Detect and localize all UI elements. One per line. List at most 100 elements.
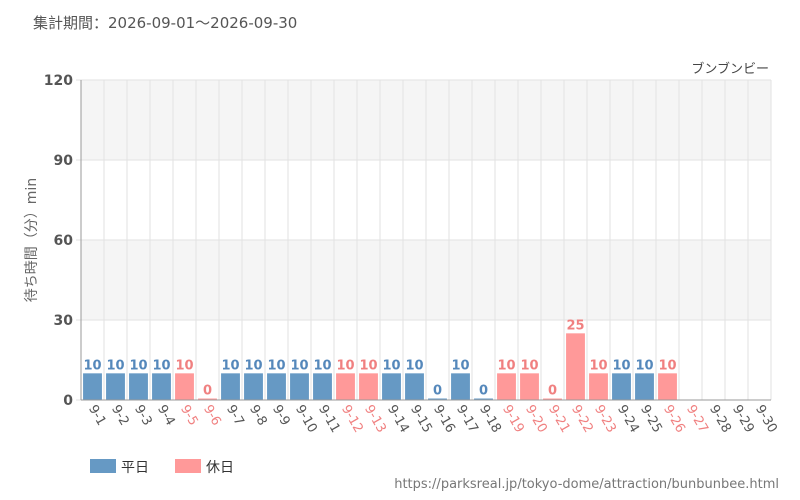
x-tick-label-9-6: 9-6 (200, 403, 224, 429)
data-labels: 10 10 10 10 10 0 10 10 10 10 10 10 10 10 10 0 10 0 10 10 0 25… (83, 318, 676, 398)
bar-9-14 (382, 373, 401, 400)
data-label-9-19: 10 (497, 358, 515, 373)
x-tick-label-9-26: 9-26 (660, 403, 688, 436)
x-tick-label-9-30: 9-30 (752, 403, 780, 436)
bar-9-23 (589, 373, 608, 400)
x-tick-label-9-3: 9-3 (131, 403, 155, 429)
x-tick-label-9-11: 9-11 (315, 403, 343, 436)
bar-9-2 (106, 373, 125, 400)
x-tick-label-9-17: 9-17 (453, 403, 481, 436)
data-label-9-20: 10 (520, 358, 538, 373)
bar-9-18 (474, 398, 493, 400)
data-label-9-6: 0 (203, 384, 212, 399)
y-axis-label: 待ち時間（分）min (24, 178, 40, 302)
data-label-9-18: 0 (479, 384, 488, 399)
x-tick-label-9-8: 9-8 (246, 403, 270, 429)
bar-9-16 (428, 398, 447, 400)
y-tick-label: 90 (54, 153, 74, 169)
data-label-9-3: 10 (129, 358, 147, 373)
chart-title: ブンブンビー (691, 61, 769, 77)
legend: 平日 休日 (90, 459, 234, 476)
bar-9-1 (83, 373, 102, 400)
x-tick-label-9-12: 9-12 (338, 403, 366, 436)
bar-9-24 (612, 373, 631, 400)
bar-9-3 (129, 373, 148, 400)
data-label-9-11: 10 (313, 358, 331, 373)
x-tick-label-9-4: 9-4 (154, 403, 178, 429)
data-label-9-22: 25 (566, 318, 584, 333)
x-tick-label-9-22: 9-22 (568, 403, 596, 436)
x-tick-label-9-19: 9-19 (499, 403, 527, 436)
y-tick-labels: 0 30 60 90 120 (44, 73, 73, 409)
data-label-9-15: 10 (405, 358, 423, 373)
bar-9-5 (175, 373, 194, 400)
legend-label-holiday: 休日 (206, 460, 234, 476)
y-tick-label: 60 (54, 233, 74, 249)
bar-9-20 (520, 373, 539, 400)
bar-9-8 (244, 373, 263, 400)
data-label-9-13: 10 (359, 358, 377, 373)
x-tick-label-9-20: 9-20 (522, 403, 550, 436)
bar-9-7 (221, 373, 240, 400)
data-label-9-16: 0 (433, 384, 442, 399)
legend-label-weekday: 平日 (121, 460, 149, 476)
bars (83, 333, 677, 400)
data-label-9-14: 10 (382, 358, 400, 373)
data-label-9-25: 10 (635, 358, 653, 373)
data-label-9-5: 10 (175, 358, 193, 373)
bar-9-26 (658, 373, 677, 400)
data-label-9-4: 10 (152, 358, 170, 373)
y-tick-label: 0 (63, 393, 73, 409)
x-tick-label-9-28: 9-28 (706, 403, 734, 436)
data-label-9-10: 10 (290, 358, 308, 373)
y-tick-label: 120 (44, 73, 73, 89)
data-label-9-1: 10 (83, 358, 101, 373)
bar-9-6 (198, 398, 217, 400)
data-label-9-17: 10 (451, 358, 469, 373)
data-label-9-8: 10 (244, 358, 262, 373)
data-label-9-2: 10 (106, 358, 124, 373)
x-tick-label-9-13: 9-13 (361, 403, 389, 436)
bar-9-11 (313, 373, 332, 400)
data-label-9-24: 10 (612, 358, 630, 373)
x-tick-label-9-23: 9-23 (591, 403, 619, 436)
x-tick-label-9-15: 9-15 (407, 403, 435, 436)
x-tick-label-9-1: 9-1 (85, 403, 109, 429)
x-tick-labels: 9-1 9-2 9-3 9-4 9-5 9-6 9-7 9-8 9-9 9-109-119-129… (85, 403, 780, 436)
x-tick-label-9-24: 9-24 (614, 403, 642, 436)
bar-9-21 (543, 398, 562, 400)
data-label-9-23: 10 (589, 358, 607, 373)
x-tick-label-9-14: 9-14 (384, 403, 412, 436)
bar-9-15 (405, 373, 424, 400)
source-url: https://parksreal.jp/tokyo-dome/attracti… (394, 477, 779, 492)
legend-swatch-holiday (175, 459, 201, 473)
bar-9-19 (497, 373, 516, 400)
bar-9-10 (290, 373, 309, 400)
data-label-9-9: 10 (267, 358, 285, 373)
x-tick-label-9-25: 9-25 (637, 403, 665, 436)
bar-9-17 (451, 373, 470, 400)
bar-9-9 (267, 373, 286, 400)
period-label: 集計期間：2026-09-01～2026-09-30 (33, 14, 297, 32)
x-tick-label-9-10: 9-10 (292, 403, 320, 436)
x-tick-label-9-21: 9-21 (545, 403, 573, 436)
x-tick-label-9-5: 9-5 (177, 403, 201, 429)
data-label-9-7: 10 (221, 358, 239, 373)
x-tick-label-9-27: 9-27 (683, 403, 711, 436)
bar-9-22 (566, 333, 585, 400)
x-tick-label-9-16: 9-16 (430, 403, 458, 436)
bar-9-12 (336, 373, 355, 400)
data-label-9-12: 10 (336, 358, 354, 373)
data-label-9-26: 10 (658, 358, 676, 373)
legend-swatch-weekday (90, 459, 116, 473)
x-tick-label-9-9: 9-9 (269, 403, 293, 429)
data-label-9-21: 0 (548, 384, 557, 399)
x-tick-label-9-18: 9-18 (476, 403, 504, 436)
y-tick-label: 30 (54, 313, 74, 329)
x-tick-label-9-2: 9-2 (108, 403, 132, 429)
bar-9-25 (635, 373, 654, 400)
x-tick-label-9-7: 9-7 (223, 403, 247, 429)
bar-9-13 (359, 373, 378, 400)
x-tick-label-9-29: 9-29 (729, 403, 757, 436)
